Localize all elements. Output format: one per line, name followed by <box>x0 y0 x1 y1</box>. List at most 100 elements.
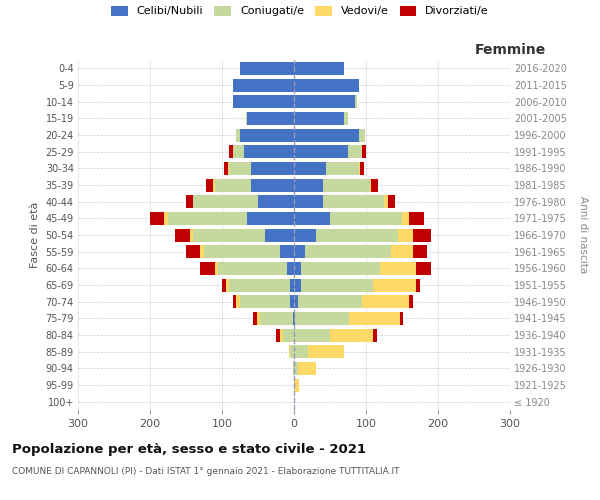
Bar <box>293 312 294 325</box>
Bar <box>305 245 391 258</box>
Bar <box>214 178 215 192</box>
Bar <box>233 78 294 92</box>
Bar <box>206 178 214 192</box>
Bar <box>280 328 283 342</box>
Bar <box>308 345 344 358</box>
Bar <box>215 262 218 275</box>
Bar <box>240 62 294 75</box>
Bar <box>326 162 359 175</box>
Bar <box>265 228 294 241</box>
Bar <box>218 262 287 275</box>
Bar <box>391 245 413 258</box>
Bar <box>244 145 294 158</box>
Bar <box>316 228 398 241</box>
Bar <box>360 162 364 175</box>
Bar <box>224 162 228 175</box>
Bar <box>229 162 251 175</box>
Bar <box>359 128 365 141</box>
Bar <box>236 128 240 141</box>
Bar <box>233 95 294 108</box>
Bar <box>200 245 204 258</box>
Bar <box>323 195 384 208</box>
Bar <box>175 228 190 241</box>
Bar <box>294 95 355 108</box>
Bar <box>257 312 260 325</box>
Bar <box>222 278 226 291</box>
Bar <box>240 128 294 141</box>
Bar <box>294 262 301 275</box>
Bar <box>215 178 251 192</box>
Bar <box>229 145 233 158</box>
Bar <box>164 212 168 225</box>
Bar <box>294 112 344 125</box>
Bar <box>229 278 290 291</box>
Bar <box>294 362 298 375</box>
Bar <box>294 228 316 241</box>
Bar <box>416 262 431 275</box>
Bar <box>400 312 403 325</box>
Bar <box>349 312 400 325</box>
Bar <box>290 295 294 308</box>
Bar <box>236 295 240 308</box>
Bar <box>388 195 395 208</box>
Bar <box>240 295 290 308</box>
Bar <box>226 278 229 291</box>
Text: COMUNE DI CAPANNOLI (PI) - Dati ISTAT 1° gennaio 2021 - Elaborazione TUTTITALIA.: COMUNE DI CAPANNOLI (PI) - Dati ISTAT 1°… <box>12 468 400 476</box>
Bar <box>380 262 416 275</box>
Y-axis label: Fasce di età: Fasce di età <box>30 202 40 268</box>
Bar <box>384 195 388 208</box>
Bar <box>247 212 294 225</box>
Bar <box>228 162 229 175</box>
Bar <box>294 312 295 325</box>
Bar <box>294 245 305 258</box>
Bar <box>233 295 236 308</box>
Bar <box>413 245 427 258</box>
Bar <box>258 195 294 208</box>
Bar <box>150 212 164 225</box>
Bar <box>294 78 359 92</box>
Bar <box>371 178 378 192</box>
Bar <box>362 145 366 158</box>
Bar <box>294 378 295 392</box>
Bar <box>398 228 413 241</box>
Bar <box>298 362 316 375</box>
Bar <box>290 278 294 291</box>
Bar <box>294 278 301 291</box>
Bar <box>233 145 244 158</box>
Bar <box>193 195 258 208</box>
Bar <box>295 312 349 325</box>
Text: Popolazione per età, sesso e stato civile - 2021: Popolazione per età, sesso e stato civil… <box>12 442 366 456</box>
Bar <box>186 195 193 208</box>
Bar <box>298 295 362 308</box>
Bar <box>260 312 293 325</box>
Bar <box>294 128 359 141</box>
Bar <box>409 212 424 225</box>
Bar <box>301 278 373 291</box>
Bar <box>402 212 409 225</box>
Bar <box>251 178 294 192</box>
Bar <box>294 145 348 158</box>
Bar <box>348 145 362 158</box>
Bar <box>200 262 215 275</box>
Bar <box>186 245 200 258</box>
Bar <box>294 62 344 75</box>
Bar <box>294 328 330 342</box>
Bar <box>247 112 294 125</box>
Bar <box>359 162 360 175</box>
Bar <box>301 262 380 275</box>
Bar <box>344 112 348 125</box>
Bar <box>330 328 373 342</box>
Bar <box>294 162 326 175</box>
Bar <box>362 295 409 308</box>
Bar <box>370 178 371 192</box>
Bar <box>204 245 280 258</box>
Bar <box>373 328 377 342</box>
Bar <box>251 162 294 175</box>
Bar <box>290 345 294 358</box>
Bar <box>280 245 294 258</box>
Bar <box>293 362 294 375</box>
Bar <box>413 228 431 241</box>
Bar <box>289 345 290 358</box>
Bar <box>373 278 416 291</box>
Bar <box>323 178 370 192</box>
